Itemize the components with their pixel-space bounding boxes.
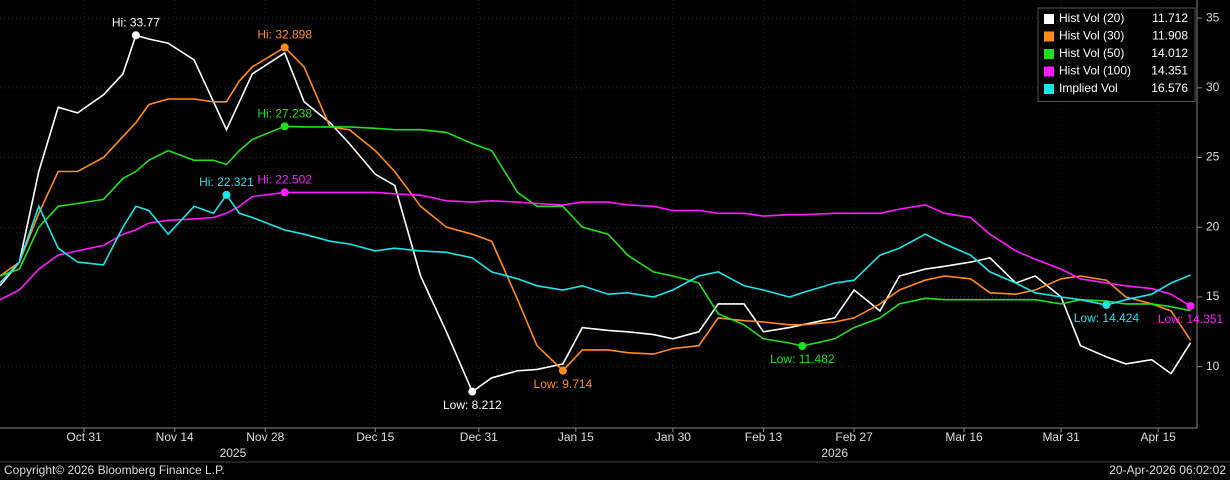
series-line (0, 191, 1191, 307)
x-tick-label: Nov 14 (156, 430, 194, 444)
legend-value: 14.351 (1151, 64, 1188, 78)
y-tick-label: 25 (1206, 150, 1220, 164)
legend-box (1037, 7, 1196, 102)
legend-label: Implied Vol (1059, 81, 1118, 95)
annotation-marker (280, 43, 289, 52)
legend-swatch (1044, 31, 1054, 42)
annotation-label: Low: 14.351 (1158, 312, 1224, 326)
legend-swatch (1044, 66, 1054, 77)
annotation-label: Hi: 27.238 (257, 107, 312, 121)
y-tick-label: 10 (1206, 359, 1220, 373)
legend-label: Hist Vol (50) (1059, 46, 1124, 60)
series-line (0, 125, 1191, 347)
annotation-label: Hi: 22.502 (257, 173, 312, 187)
annotation-marker (1102, 300, 1111, 309)
legend-swatch (1044, 14, 1054, 24)
copyright: Copyright© 2026 Bloomberg Finance L.P. (4, 463, 225, 477)
annotation-marker (222, 190, 231, 199)
series-line (0, 34, 1192, 393)
y-tick-label: 20 (1206, 219, 1220, 233)
legend-value: 11.908 (1152, 29, 1188, 43)
annotation-label: Hi: 33.77 (112, 15, 160, 29)
annotation-label: Hi: 32.898 (257, 28, 312, 42)
x-tick-label: Jan 15 (558, 430, 594, 444)
x-tick-label: Oct 31 (66, 430, 102, 444)
annotation-label: Low: 9.714 (534, 377, 593, 391)
series-line (0, 193, 1191, 306)
x-tick-label: Feb 13 (745, 430, 783, 444)
annotation-marker (280, 188, 289, 197)
x-tick-label: Jan 30 (655, 430, 691, 444)
legend-value: 11.712 (1152, 11, 1188, 25)
annotation-marker (1186, 301, 1195, 310)
annotation-label: Low: 8.212 (443, 398, 502, 412)
x-tick-label: Dec 15 (356, 430, 394, 444)
annotation-label: Low: 14.424 (1074, 311, 1140, 325)
y-tick-label: 15 (1206, 289, 1220, 303)
annotation-marker (131, 31, 140, 40)
x-tick-label: Mar 31 (1042, 430, 1080, 444)
legend-label: Hist Vol (30) (1059, 29, 1124, 43)
annotation-marker (558, 366, 567, 375)
y-tick-label: 35 (1206, 10, 1220, 24)
annotation-label: Hi: 22.321 (199, 175, 254, 189)
legend-swatch (1044, 49, 1054, 59)
y-tick-label: 30 (1206, 80, 1220, 94)
annotation-marker (798, 341, 807, 350)
annotation-marker (280, 122, 289, 131)
x-tick-label: Feb 27 (835, 430, 873, 444)
legend-label: Hist Vol (20) (1059, 11, 1124, 25)
x-tick-label: Apr 15 (1140, 430, 1176, 444)
legend-value: 16.576 (1151, 81, 1188, 95)
series-line (0, 46, 1192, 372)
x-tick-label: Mar 16 (945, 430, 983, 444)
x-tick-label: Dec 31 (460, 430, 498, 444)
timestamp: 20-Apr-2026 06:02:02 (1109, 463, 1226, 477)
year-label: 2025 (220, 446, 247, 460)
legend-swatch (1044, 84, 1054, 94)
x-tick-label: Nov 28 (246, 430, 284, 444)
legend-label: Hist Vol (100) (1059, 64, 1131, 78)
legend-value: 14.012 (1151, 46, 1188, 60)
year-label: 2026 (821, 446, 848, 460)
annotation-label: Low: 11.482 (770, 352, 835, 366)
annotation-marker (468, 387, 477, 396)
